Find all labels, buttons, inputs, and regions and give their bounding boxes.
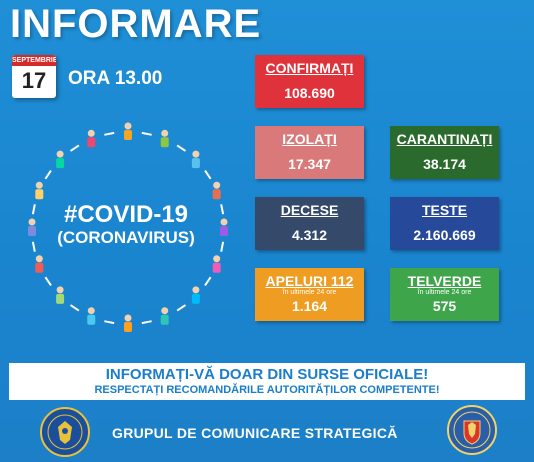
- covid-label: #COVID-19 (CORONAVIRUS): [26, 202, 226, 248]
- person-icon: [212, 181, 221, 200]
- arrow-icon: [44, 276, 52, 287]
- stat-value: 108.690: [284, 85, 335, 101]
- arrow-icon: [220, 241, 225, 252]
- stat-izolati: IZOLAȚI 17.347: [255, 126, 364, 179]
- covid-hashtag: #COVID-19: [63, 201, 189, 228]
- stat-label: TELVERDE: [407, 273, 482, 289]
- banner-line-1: INFORMAȚI-VĂ DOAR DIN SURSE OFICIALE!: [105, 366, 429, 383]
- person-icon: [220, 218, 228, 236]
- stat-value: 4.312: [291, 227, 328, 243]
- footer-text: GRUPUL DE COMUNICARE STRATEGICĂ: [112, 425, 398, 441]
- person-icon: [87, 307, 96, 325]
- arrow-icon: [69, 304, 80, 312]
- arrow-icon: [176, 144, 187, 152]
- arrow-icon: [176, 304, 187, 312]
- people-circle-icon: [28, 122, 228, 332]
- banner-line-2: RESPECTAȚI RECOMANDĂRILE AUTORITĂȚILOR C…: [94, 384, 440, 396]
- arrow-icon: [204, 169, 212, 180]
- stat-label: CARANTINAȚI: [396, 131, 493, 147]
- arrow-icon: [69, 144, 80, 152]
- stat-confirmati: CONFIRMAȚI 108.690: [255, 55, 364, 108]
- calendar-month: SEPTEMBRIE: [12, 55, 56, 66]
- guvernul-romaniei-seal-icon: [40, 407, 90, 457]
- stat-value: 17.347: [288, 156, 331, 172]
- person-icon: [87, 129, 96, 148]
- stat-telverde: TELVERDE în ultimele 24 ore 575: [390, 268, 499, 321]
- stat-label: TESTE: [421, 202, 468, 218]
- person-icon: [191, 150, 200, 169]
- calendar-icon: SEPTEMBRIE 17: [12, 55, 56, 98]
- stat-value: 575: [432, 298, 457, 314]
- stat-label: CONFIRMAȚI: [265, 60, 354, 76]
- person-icon: [160, 129, 169, 148]
- stat-value: 2.160.669: [413, 227, 476, 243]
- person-icon: [160, 307, 169, 325]
- person-icon: [56, 150, 65, 169]
- person-icon: [35, 181, 44, 200]
- person-icon: [35, 255, 44, 273]
- arrow-icon: [141, 320, 152, 325]
- stat-carantinati: CARANTINAȚI 38.174: [390, 126, 499, 179]
- arrow-icon: [44, 169, 52, 180]
- stat-decese: DECESE 4.312: [255, 197, 364, 250]
- stat-apeluri: APELURI 112 în ultimele 24 ore 1.164: [255, 268, 364, 321]
- arrow-icon: [220, 204, 225, 215]
- person-icon: [212, 255, 221, 273]
- arrow-icon: [31, 204, 36, 215]
- stat-value: 38.174: [423, 156, 466, 172]
- stat-sublabel: în ultimele 24 ore: [417, 289, 472, 296]
- report-time: ORA 13.00: [68, 68, 163, 89]
- calendar-day: 17: [21, 68, 47, 93]
- arrow-icon: [31, 241, 36, 252]
- person-icon: [56, 286, 65, 304]
- person-icon: [124, 122, 132, 140]
- mai-coat-of-arms-icon: [447, 405, 497, 455]
- official-sources-banner: INFORMAȚI-VĂ DOAR DIN SURSE OFICIALE! RE…: [9, 363, 525, 400]
- stat-sublabel: în ultimele 24 ore: [282, 289, 337, 296]
- arrow-icon: [104, 320, 115, 325]
- person-icon: [191, 286, 200, 304]
- stat-label: APELURI 112: [265, 273, 354, 289]
- page-title: INFORMARE: [10, 2, 262, 46]
- person-icon: [124, 314, 132, 332]
- person-icon: [28, 218, 36, 236]
- stat-value: 1.164: [291, 298, 328, 314]
- stat-teste: TESTE 2.160.669: [390, 197, 499, 250]
- stat-label: IZOLAȚI: [282, 131, 337, 147]
- covid-subtitle: (CORONAVIRUS): [57, 228, 195, 247]
- arrow-icon: [141, 131, 152, 136]
- arrow-icon: [104, 131, 115, 136]
- arrow-icon: [204, 276, 212, 287]
- stat-label: DECESE: [280, 202, 339, 218]
